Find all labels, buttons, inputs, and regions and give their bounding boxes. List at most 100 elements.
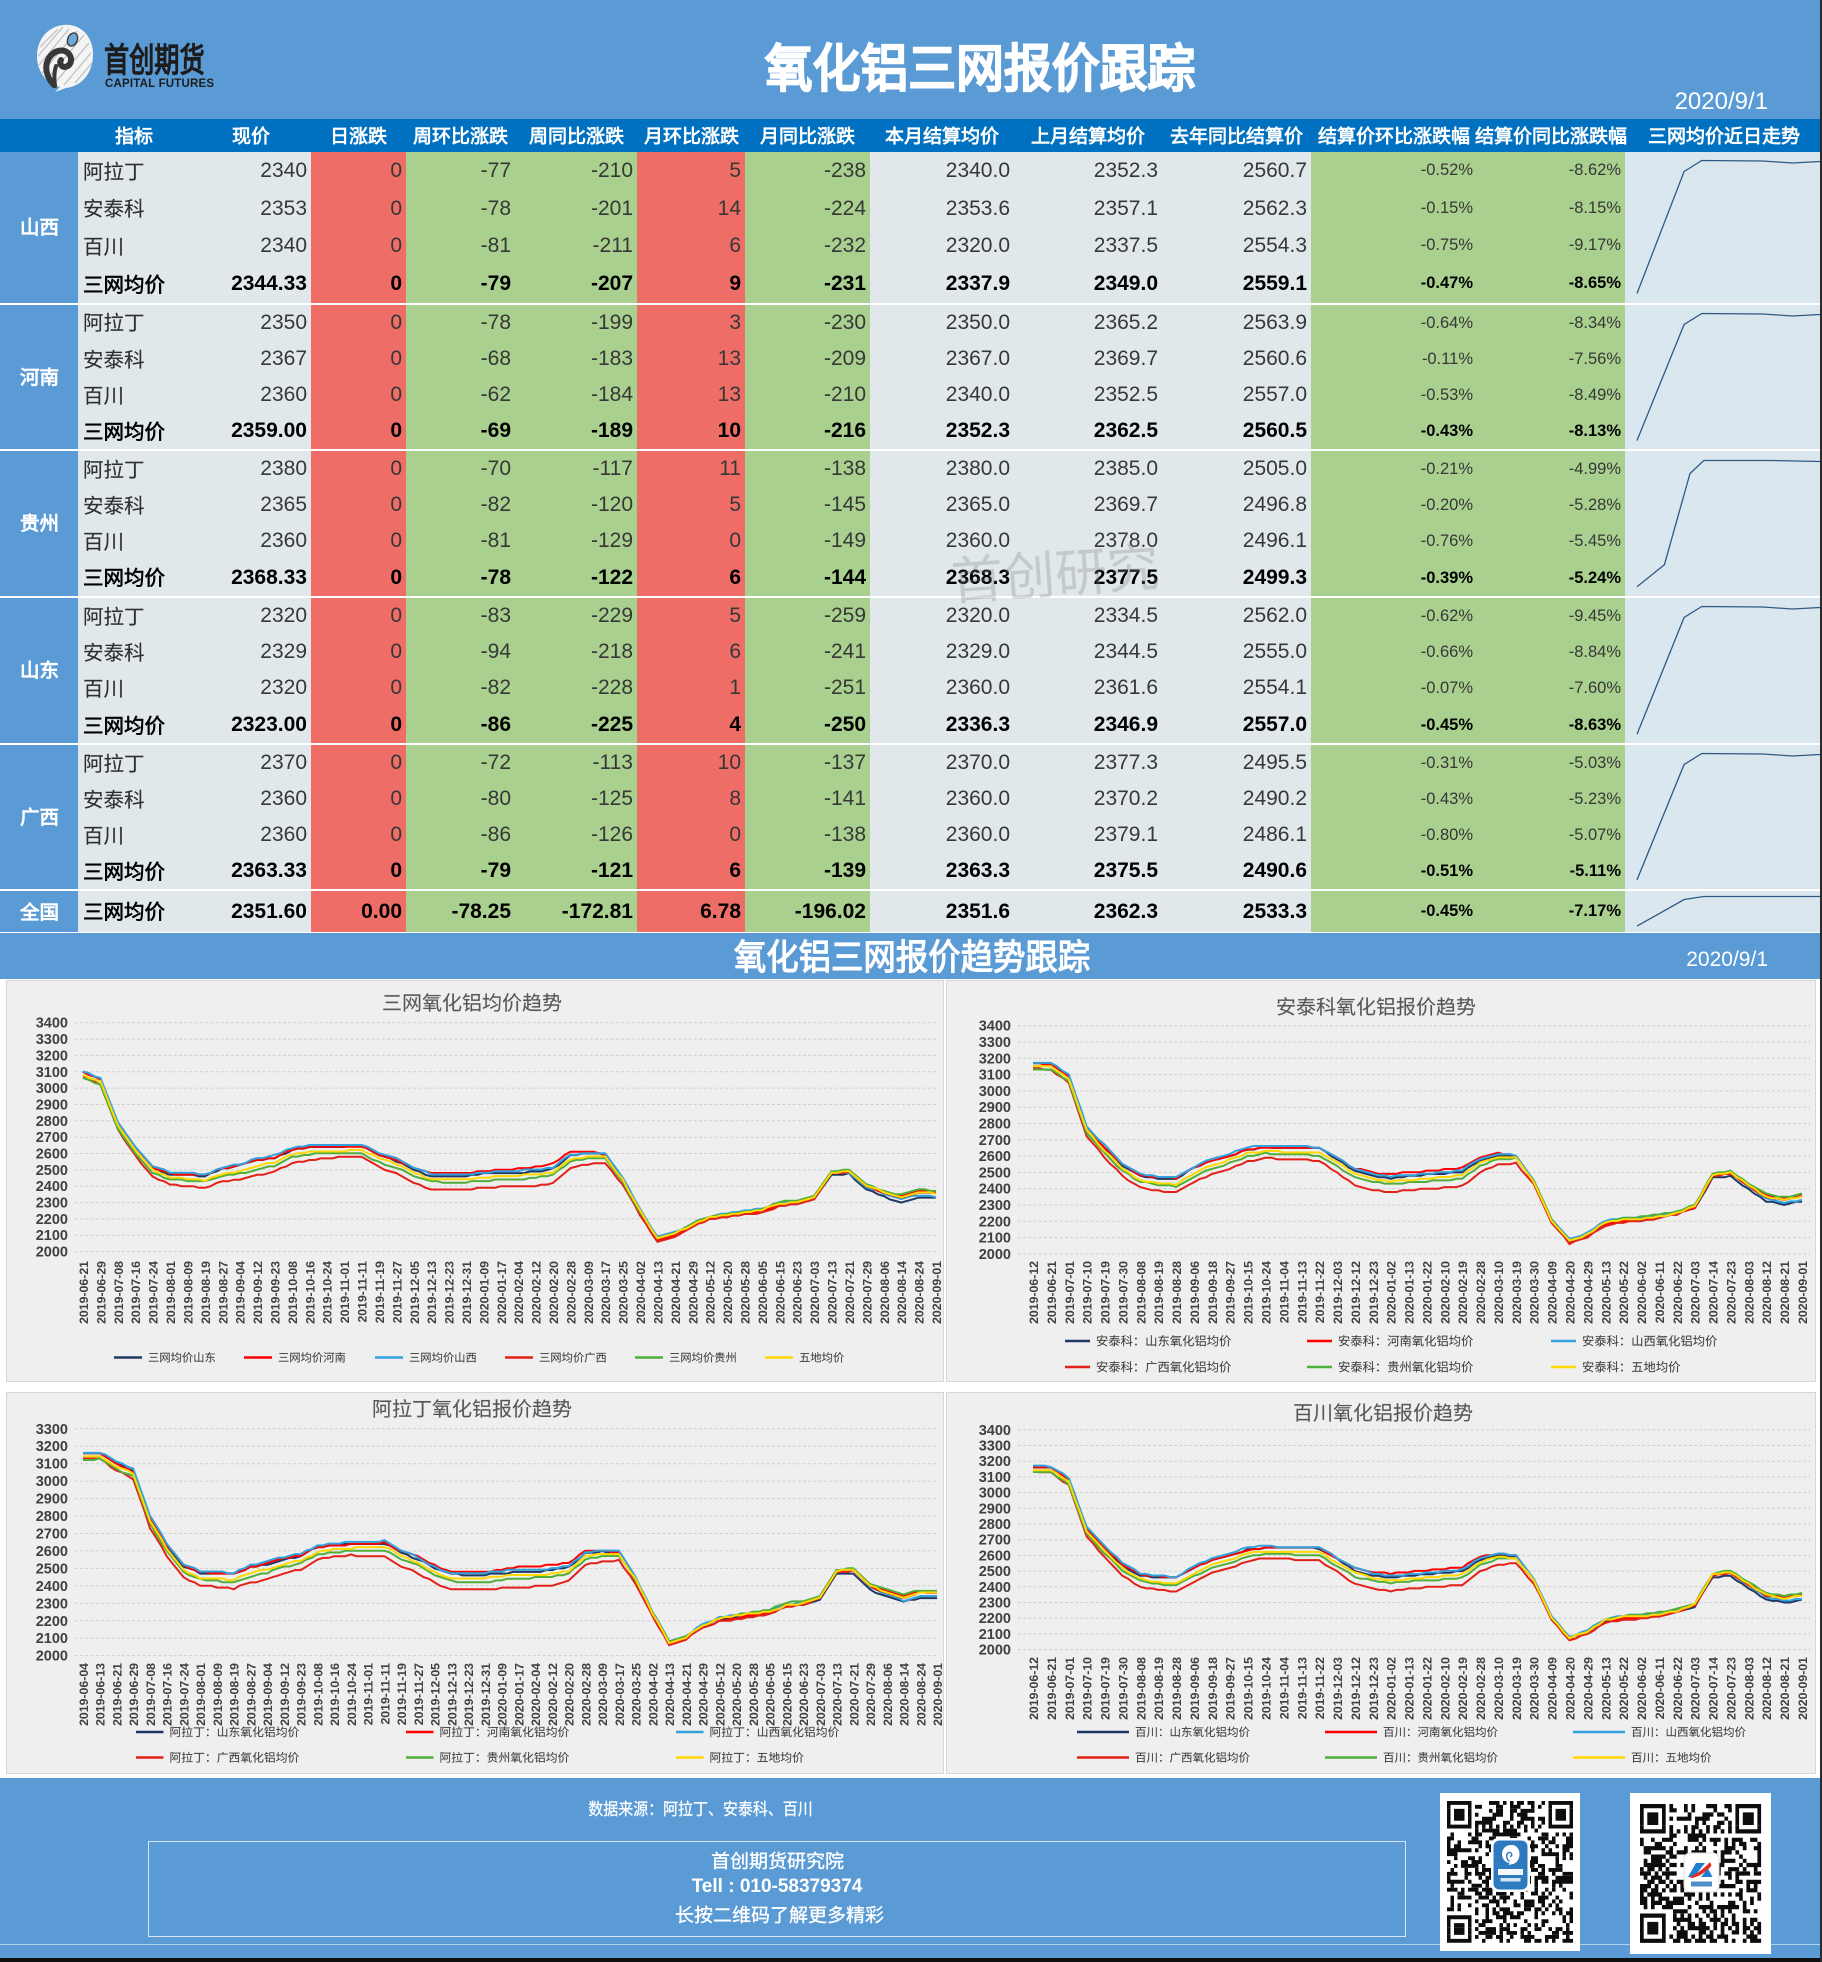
- svg-text:2019-10-24: 2019-10-24: [321, 1261, 335, 1324]
- svg-text:2020-07-23: 2020-07-23: [1725, 1657, 1739, 1720]
- svg-text:2020-07-23: 2020-07-23: [1725, 1261, 1739, 1324]
- svg-text:2019-06-04: 2019-06-04: [77, 1663, 91, 1726]
- svg-text:2000: 2000: [36, 1245, 68, 1261]
- svg-text:2019-12-05: 2019-12-05: [408, 1261, 422, 1324]
- svg-text:2200: 2200: [979, 1214, 1011, 1230]
- svg-text:2020-01-22: 2020-01-22: [1420, 1261, 1434, 1324]
- svg-text:2900: 2900: [36, 1097, 68, 1113]
- svg-text:2020-08-06: 2020-08-06: [881, 1663, 895, 1726]
- svg-text:2020-08-21: 2020-08-21: [1778, 1261, 1792, 1324]
- svg-text:3100: 3100: [36, 1065, 68, 1081]
- svg-text:2019-11-19: 2019-11-19: [373, 1261, 387, 1323]
- svg-text:2019-10-16: 2019-10-16: [328, 1663, 342, 1726]
- svg-text:2020-04-29: 2020-04-29: [1581, 1657, 1595, 1720]
- svg-text:2019-06-12: 2019-06-12: [1027, 1261, 1041, 1324]
- svg-text:2020-06-11: 2020-06-11: [1653, 1261, 1667, 1323]
- svg-text:2019-08-27: 2019-08-27: [245, 1663, 259, 1726]
- svg-text:2019-09-04: 2019-09-04: [234, 1261, 248, 1324]
- svg-text:2020-04-02: 2020-04-02: [634, 1261, 648, 1324]
- svg-text:2020-02-28: 2020-02-28: [579, 1663, 593, 1726]
- svg-text:2020-05-13: 2020-05-13: [1599, 1261, 1613, 1324]
- svg-text:2000: 2000: [979, 1643, 1011, 1659]
- svg-text:3000: 3000: [979, 1084, 1011, 1100]
- svg-text:2020-04-02: 2020-04-02: [646, 1663, 660, 1726]
- svg-text:2700: 2700: [36, 1130, 68, 1146]
- svg-text:3200: 3200: [979, 1051, 1011, 1067]
- svg-text:2900: 2900: [36, 1492, 68, 1508]
- svg-text:3200: 3200: [36, 1048, 68, 1064]
- svg-text:2019-07-01: 2019-07-01: [1063, 1657, 1077, 1720]
- svg-text:2020-09-01: 2020-09-01: [931, 1663, 944, 1726]
- svg-text:2019-07-30: 2019-07-30: [1116, 1657, 1130, 1720]
- svg-text:2019-07-24: 2019-07-24: [178, 1663, 192, 1726]
- svg-text:3000: 3000: [979, 1486, 1011, 1502]
- svg-text:2300: 2300: [36, 1596, 68, 1612]
- svg-text:2020-06-05: 2020-06-05: [764, 1663, 778, 1726]
- svg-text:2020-06-11: 2020-06-11: [1653, 1657, 1667, 1719]
- svg-text:2020-04-29: 2020-04-29: [697, 1663, 711, 1726]
- svg-text:2020-07-03: 2020-07-03: [808, 1261, 822, 1324]
- svg-text:2019-11-22: 2019-11-22: [1313, 1657, 1327, 1719]
- svg-text:2020-06-15: 2020-06-15: [773, 1261, 787, 1324]
- svg-text:2800: 2800: [979, 1117, 1011, 1133]
- svg-text:2019-08-09: 2019-08-09: [181, 1261, 195, 1324]
- svg-text:2019-09-18: 2019-09-18: [1206, 1657, 1220, 1720]
- svg-text:2020-03-25: 2020-03-25: [617, 1261, 631, 1324]
- svg-text:3100: 3100: [36, 1457, 68, 1473]
- svg-text:2019-12-05: 2019-12-05: [429, 1663, 443, 1726]
- svg-text:2020-04-20: 2020-04-20: [1564, 1657, 1578, 1720]
- svg-text:2019-07-08: 2019-07-08: [112, 1261, 126, 1324]
- svg-text:2200: 2200: [36, 1212, 68, 1228]
- svg-text:2020-03-30: 2020-03-30: [1528, 1657, 1542, 1720]
- svg-text:2100: 2100: [979, 1627, 1011, 1643]
- svg-text:2020-08-24: 2020-08-24: [913, 1261, 927, 1324]
- svg-text:2020-03-09: 2020-03-09: [582, 1261, 596, 1324]
- svg-text:2020-02-20: 2020-02-20: [563, 1663, 577, 1726]
- svg-text:2020-06-23: 2020-06-23: [797, 1663, 811, 1726]
- svg-text:2700: 2700: [979, 1133, 1011, 1149]
- svg-text:2200: 2200: [36, 1614, 68, 1630]
- svg-text:2019-11-01: 2019-11-01: [338, 1261, 352, 1323]
- svg-text:2020-04-21: 2020-04-21: [669, 1261, 683, 1324]
- svg-text:2020-07-03: 2020-07-03: [814, 1663, 828, 1726]
- svg-text:2019-08-19: 2019-08-19: [228, 1663, 242, 1726]
- svg-text:2020-07-03: 2020-07-03: [1689, 1657, 1703, 1720]
- svg-text:2019-09-06: 2019-09-06: [1188, 1261, 1202, 1324]
- svg-text:2020-01-09: 2020-01-09: [477, 1261, 491, 1324]
- svg-text:2019-07-10: 2019-07-10: [1081, 1657, 1095, 1720]
- svg-text:2020-01-13: 2020-01-13: [1403, 1657, 1417, 1720]
- svg-text:2020-06-22: 2020-06-22: [1671, 1261, 1685, 1324]
- svg-text:2019-12-03: 2019-12-03: [1331, 1657, 1345, 1720]
- svg-text:2019-11-11: 2019-11-11: [378, 1663, 392, 1725]
- svg-text:2020-01-09: 2020-01-09: [496, 1663, 510, 1726]
- svg-text:2020-03-17: 2020-03-17: [599, 1261, 613, 1324]
- svg-text:2019-06-29: 2019-06-29: [94, 1261, 108, 1324]
- svg-text:2020-04-13: 2020-04-13: [663, 1663, 677, 1726]
- svg-text:2800: 2800: [979, 1517, 1011, 1533]
- svg-text:2020-02-12: 2020-02-12: [546, 1663, 560, 1726]
- svg-text:2019-12-12: 2019-12-12: [1349, 1657, 1363, 1720]
- svg-text:2020-02-28: 2020-02-28: [1474, 1657, 1488, 1720]
- svg-text:2019-08-08: 2019-08-08: [1134, 1261, 1148, 1324]
- svg-text:2019-06-21: 2019-06-21: [1045, 1657, 1059, 1720]
- svg-text:2020-01-02: 2020-01-02: [1385, 1657, 1399, 1720]
- svg-text:2020-03-09: 2020-03-09: [596, 1663, 610, 1726]
- svg-text:2020-04-21: 2020-04-21: [680, 1663, 694, 1726]
- svg-text:2200: 2200: [979, 1611, 1011, 1627]
- svg-text:2400: 2400: [36, 1179, 68, 1195]
- svg-text:3300: 3300: [979, 1035, 1011, 1051]
- svg-text:2300: 2300: [979, 1198, 1011, 1214]
- svg-text:2900: 2900: [979, 1501, 1011, 1517]
- svg-text:2100: 2100: [36, 1631, 68, 1647]
- svg-text:2020-04-29: 2020-04-29: [686, 1261, 700, 1324]
- svg-text:2019-11-13: 2019-11-13: [1295, 1657, 1309, 1719]
- svg-text:2019-11-04: 2019-11-04: [1277, 1261, 1291, 1323]
- svg-text:2020-08-03: 2020-08-03: [1742, 1657, 1756, 1720]
- svg-text:2100: 2100: [979, 1231, 1011, 1247]
- svg-text:2020-07-21: 2020-07-21: [847, 1663, 861, 1726]
- svg-text:2019-07-08: 2019-07-08: [144, 1663, 158, 1726]
- svg-text:2020-02-10: 2020-02-10: [1438, 1657, 1452, 1720]
- svg-text:2019-06-13: 2019-06-13: [94, 1663, 108, 1726]
- svg-text:3000: 3000: [36, 1081, 68, 1097]
- svg-text:2020-01-17: 2020-01-17: [512, 1663, 526, 1726]
